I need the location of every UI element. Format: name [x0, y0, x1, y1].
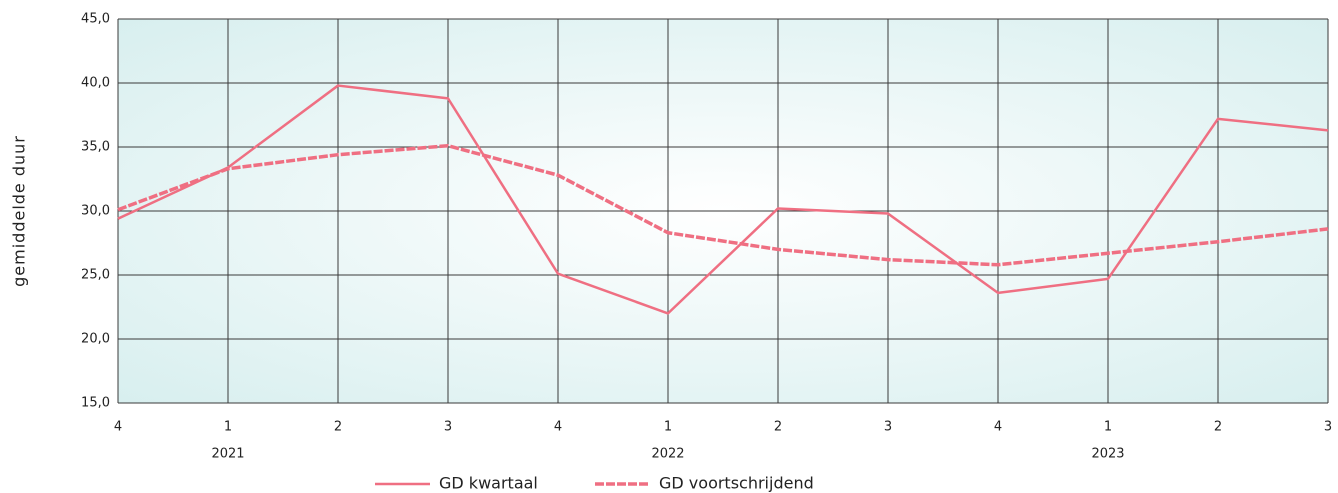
legend-label: GD kwartaal — [439, 474, 538, 493]
x-tick-label: 2 — [774, 420, 782, 435]
x-group-label: 2021 — [211, 447, 244, 462]
y-tick-label: 35,0 — [81, 140, 110, 155]
y-tick-label: 20,0 — [81, 332, 110, 347]
x-tick-label: 3 — [444, 420, 452, 435]
x-tick-label: 2 — [1214, 420, 1222, 435]
x-tick-label: 1 — [1104, 420, 1112, 435]
x-tick-label: 4 — [114, 420, 122, 435]
y-tick-label: 25,0 — [81, 268, 110, 283]
x-tick-label: 4 — [554, 420, 562, 435]
y-tick-label: 30,0 — [81, 204, 110, 219]
x-tick-label: 4 — [994, 420, 1002, 435]
y-tick-label: 40,0 — [81, 76, 110, 91]
x-tick-label: 1 — [664, 420, 672, 435]
y-tick-label: 45,0 — [81, 12, 110, 27]
y-tick-label: 15,0 — [81, 396, 110, 411]
x-group-label: 2023 — [1091, 447, 1124, 462]
x-tick-label: 3 — [1324, 420, 1332, 435]
legend-label: GD voortschrijdend — [659, 474, 814, 493]
x-tick-label: 2 — [334, 420, 342, 435]
x-tick-label: 1 — [224, 420, 232, 435]
y-axis-label: gemiddelde duur — [10, 135, 29, 287]
x-tick-label: 3 — [884, 420, 892, 435]
x-group-label: 2022 — [651, 447, 684, 462]
line-series — [117, 143, 1329, 267]
